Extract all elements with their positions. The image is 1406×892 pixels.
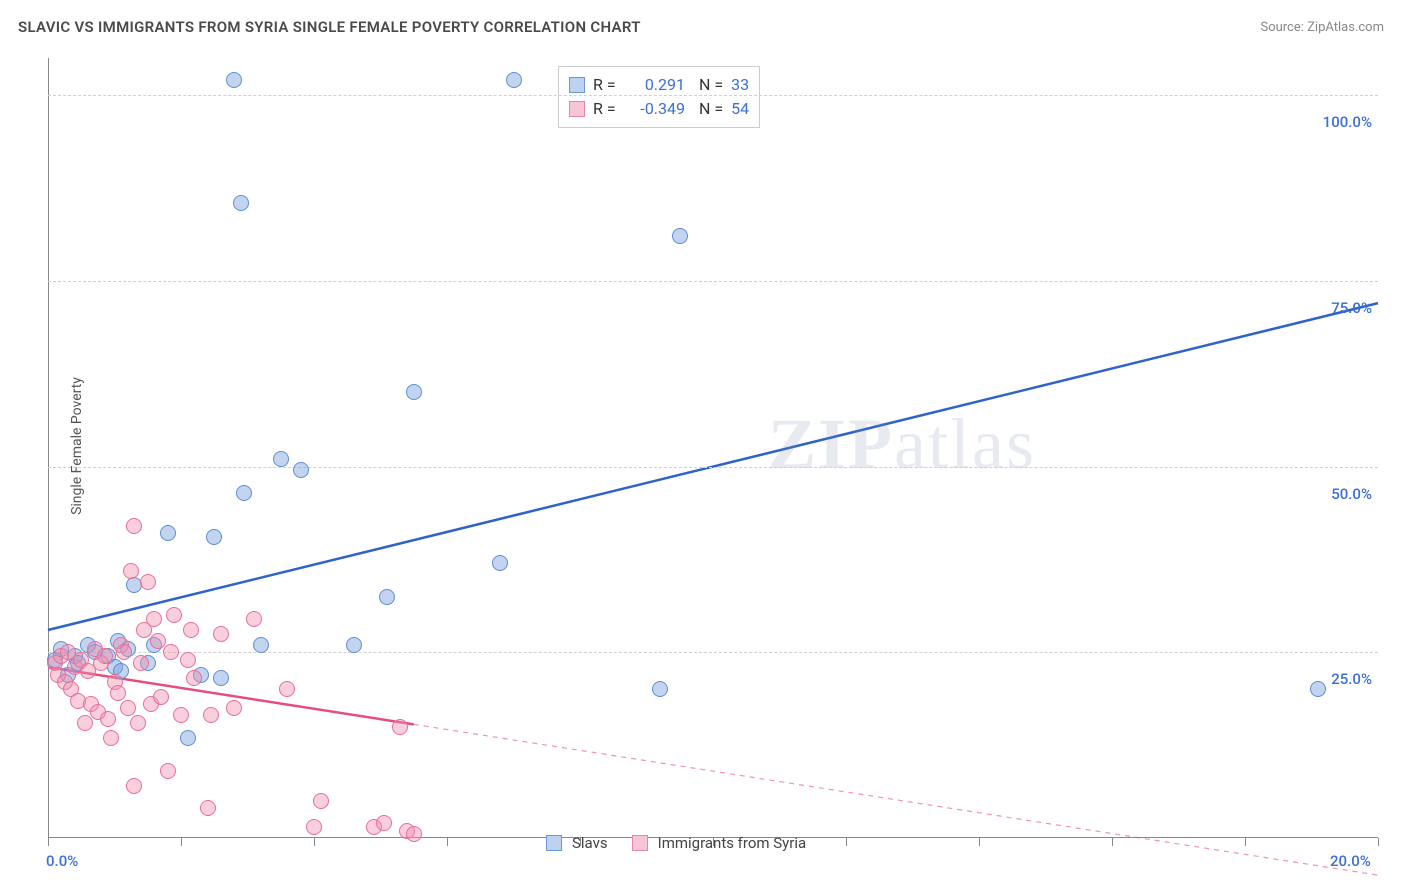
- stats-row-slavs: R = 0.291 N = 33: [569, 73, 749, 97]
- grid-line: [48, 467, 1378, 468]
- n-value-syria: 54: [731, 97, 749, 121]
- scatter-point-slavs: [236, 485, 252, 501]
- legend-label-slavs: Slavs: [572, 834, 608, 852]
- scatter-point-slavs: [226, 72, 242, 88]
- scatter-point-syria: [163, 644, 179, 660]
- scatter-point-syria: [126, 778, 142, 794]
- n-value-slavs: 33: [731, 73, 749, 97]
- scatter-point-syria: [306, 819, 322, 835]
- trend-lines-layer: [48, 58, 1378, 838]
- page-title: SLAVIC VS IMMIGRANTS FROM SYRIA SINGLE F…: [18, 18, 641, 36]
- swatch-syria: [569, 101, 585, 117]
- x-tick: [314, 838, 315, 846]
- r-label: R =: [593, 97, 621, 121]
- scatter-point-syria: [166, 607, 182, 623]
- scatter-point-syria: [120, 700, 136, 716]
- x-tick: [1245, 838, 1246, 846]
- x-tick: [48, 838, 49, 846]
- r-value-slavs: 0.291: [629, 73, 685, 97]
- x-tick: [1112, 838, 1113, 846]
- n-label: N =: [699, 73, 723, 97]
- scatter-point-syria: [279, 681, 295, 697]
- legend-label-syria: Immigrants from Syria: [658, 834, 807, 852]
- source-attribution: Source: ZipAtlas.com: [1260, 20, 1384, 35]
- scatter-point-syria: [226, 700, 242, 716]
- stats-row-syria: R = -0.349 N = 54: [569, 97, 749, 121]
- scatter-point-slavs: [206, 529, 222, 545]
- scatter-point-slavs: [1310, 681, 1326, 697]
- scatter-point-slavs: [406, 384, 422, 400]
- scatter-point-syria: [246, 611, 262, 627]
- legend-swatch-syria: [632, 835, 648, 851]
- n-label: N =: [699, 97, 723, 121]
- x-tick: [1378, 838, 1379, 846]
- r-label: R =: [593, 73, 621, 97]
- legend-swatch-slavs: [546, 835, 562, 851]
- x-tick: [181, 838, 182, 846]
- scatter-point-syria: [186, 670, 202, 686]
- correlation-stats-box: R = 0.291 N = 33 R = -0.349 N = 54: [558, 66, 760, 128]
- scatter-point-slavs: [492, 555, 508, 571]
- scatter-point-syria: [203, 707, 219, 723]
- trend-line-dashed-syria: [414, 724, 1378, 875]
- scatter-point-syria: [140, 574, 156, 590]
- x-tick: [846, 838, 847, 846]
- scatter-point-syria: [392, 719, 408, 735]
- chart-area: ZIPatlas R =0.291N =33R =-0.349N =54 Sla…: [48, 58, 1378, 838]
- scatter-point-syria: [376, 815, 392, 831]
- scatter-point-syria: [133, 655, 149, 671]
- scatter-point-slavs: [213, 670, 229, 686]
- y-tick-label: 50.0%: [1331, 485, 1372, 503]
- scatter-point-slavs: [180, 730, 196, 746]
- scatter-point-syria: [103, 730, 119, 746]
- series-legend: Slavs Immigrants from Syria: [546, 834, 820, 852]
- scatter-point-syria: [126, 518, 142, 534]
- y-tick-label: 25.0%: [1331, 670, 1372, 688]
- x-tick: [447, 838, 448, 846]
- scatter-point-slavs: [160, 525, 176, 541]
- x-tick-label: 20.0%: [1330, 852, 1371, 870]
- x-tick: [580, 838, 581, 846]
- scatter-point-syria: [173, 707, 189, 723]
- scatter-point-syria: [146, 611, 162, 627]
- scatter-point-slavs: [346, 637, 362, 653]
- scatter-point-syria: [100, 711, 116, 727]
- scatter-point-syria: [153, 689, 169, 705]
- scatter-point-syria: [183, 622, 199, 638]
- grid-line: [48, 652, 1378, 653]
- grid-line: [48, 95, 1378, 96]
- x-tick: [979, 838, 980, 846]
- scatter-point-syria: [123, 563, 139, 579]
- scatter-point-slavs: [672, 228, 688, 244]
- scatter-point-syria: [313, 793, 329, 809]
- scatter-point-syria: [150, 633, 166, 649]
- y-tick-label: 100.0%: [1323, 113, 1372, 131]
- scatter-point-slavs: [233, 195, 249, 211]
- scatter-point-slavs: [293, 462, 309, 478]
- scatter-point-syria: [406, 826, 422, 842]
- y-tick-label: 75.0%: [1331, 299, 1372, 317]
- scatter-point-syria: [160, 763, 176, 779]
- swatch-slavs: [569, 77, 585, 93]
- scatter-point-syria: [77, 715, 93, 731]
- scatter-point-slavs: [253, 637, 269, 653]
- x-tick-label: 0.0%: [46, 852, 78, 870]
- scatter-point-syria: [200, 800, 216, 816]
- scatter-point-syria: [130, 715, 146, 731]
- scatter-point-slavs: [379, 589, 395, 605]
- scatter-point-slavs: [652, 681, 668, 697]
- scatter-point-syria: [116, 644, 132, 660]
- scatter-point-syria: [110, 685, 126, 701]
- grid-line: [48, 281, 1378, 282]
- scatter-point-slavs: [506, 72, 522, 88]
- scatter-point-slavs: [273, 451, 289, 467]
- r-value-syria: -0.349: [629, 97, 685, 121]
- scatter-point-syria: [97, 648, 113, 664]
- x-tick: [713, 838, 714, 846]
- scatter-point-syria: [213, 626, 229, 642]
- scatter-point-syria: [180, 652, 196, 668]
